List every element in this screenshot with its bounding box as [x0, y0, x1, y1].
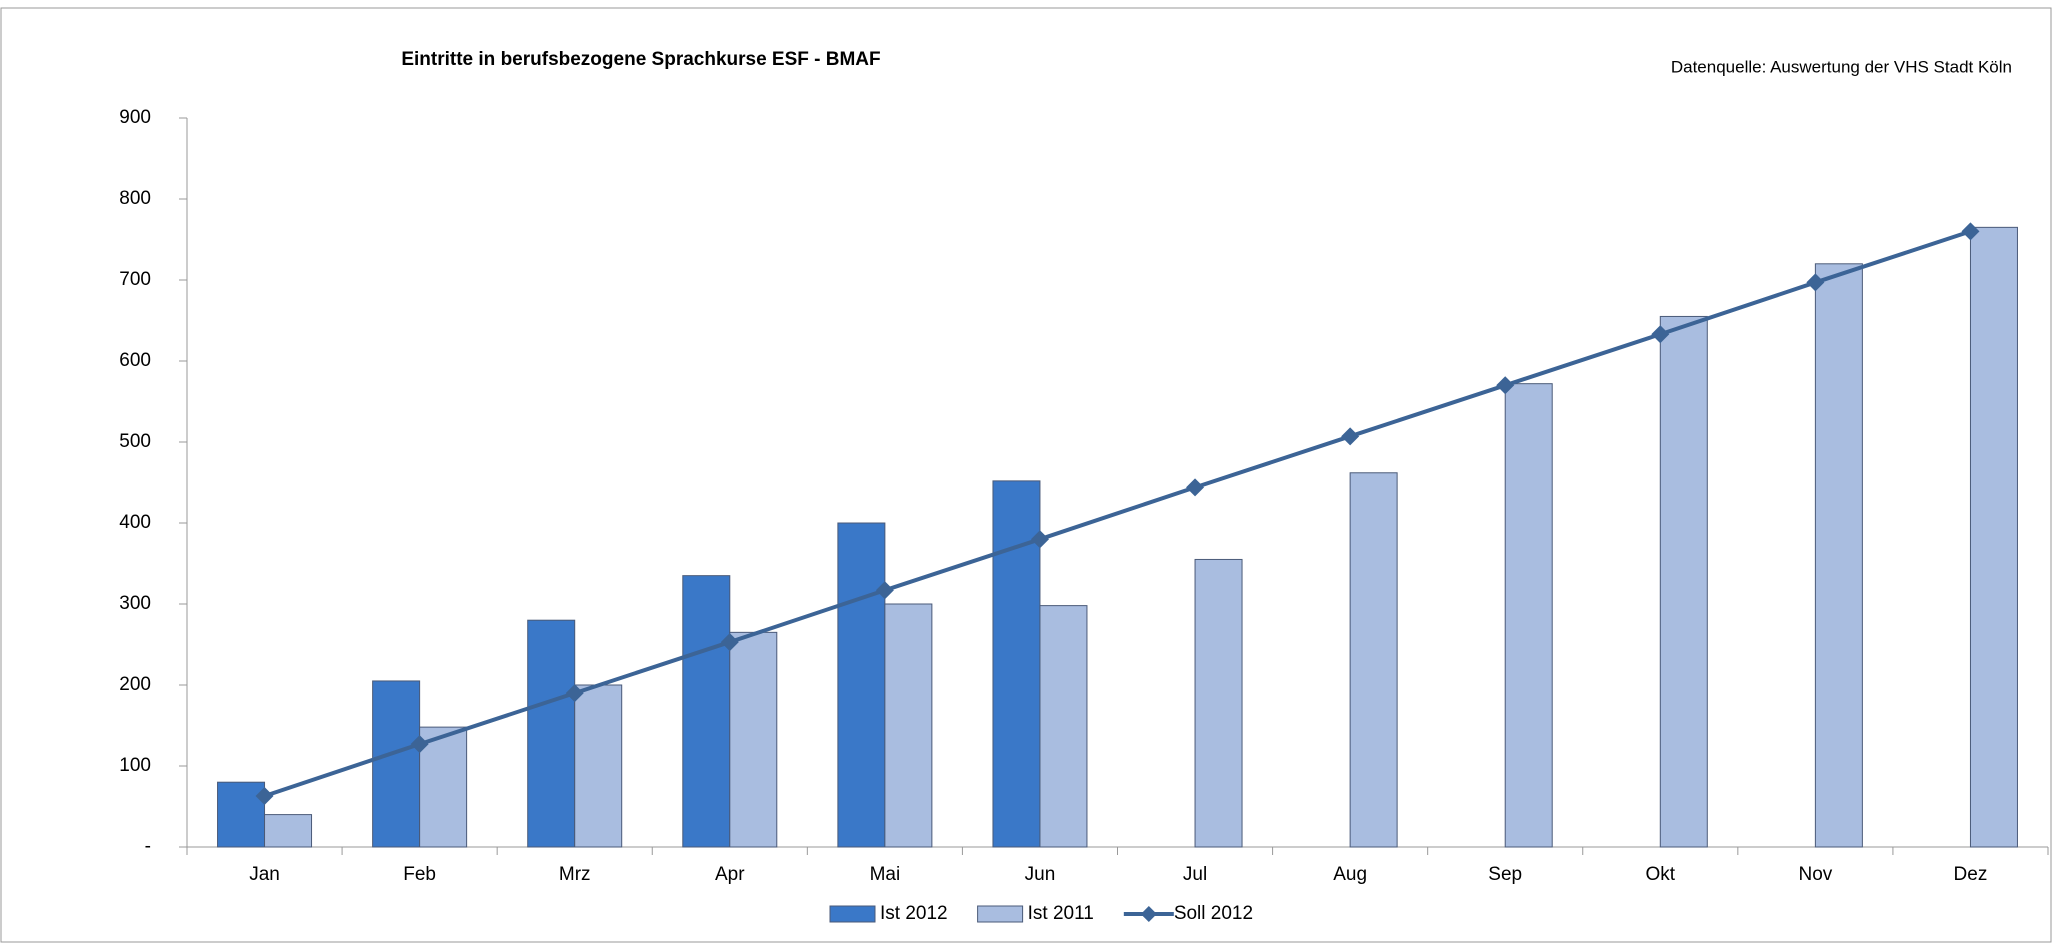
y-tick-label: 700	[119, 269, 151, 290]
x-tick-label: Okt	[1646, 864, 1676, 885]
x-tick-label: Mrz	[559, 864, 591, 885]
y-tick-label: 400	[119, 512, 151, 533]
y-tick-label: 900	[119, 107, 151, 128]
bar	[884, 603, 933, 848]
bar	[527, 619, 576, 848]
bar	[992, 480, 1041, 848]
point	[1651, 325, 1670, 344]
x-tick-label: Jan	[249, 864, 280, 885]
y-tick-label: 600	[119, 350, 151, 371]
bar	[682, 575, 731, 848]
legend-swatch	[829, 905, 876, 923]
bar	[837, 522, 886, 848]
chart-subtitle: Datenquelle: Auswertung der VHS Stadt Kö…	[1671, 57, 2012, 76]
y-tick-label: 500	[119, 431, 151, 452]
bar	[419, 726, 468, 848]
point	[1341, 427, 1360, 446]
point	[1186, 478, 1205, 497]
x-tick-label: Aug	[1333, 864, 1367, 885]
legend-label: Ist 2012	[880, 903, 948, 924]
bar	[1814, 263, 1863, 848]
chart-title: Eintritte in berufsbezogene Sprachkurse …	[401, 49, 880, 70]
point	[255, 786, 274, 805]
bar	[1349, 472, 1398, 848]
point	[1806, 273, 1825, 292]
bar	[264, 814, 313, 848]
legend-label: Ist 2011	[1028, 903, 1094, 924]
point	[720, 633, 739, 652]
x-tick-label: Sep	[1488, 864, 1522, 885]
legend-label: Soll 2012	[1174, 903, 1253, 924]
bar	[729, 631, 778, 848]
point	[1496, 376, 1515, 395]
y-tick-label: -	[145, 836, 151, 857]
y-tick-label: 800	[119, 188, 151, 209]
x-tick-label: Mai	[870, 864, 901, 885]
bar	[217, 781, 266, 848]
x-tick-label: Apr	[715, 864, 745, 885]
x-tick-label: Jul	[1183, 864, 1207, 885]
legend-swatch	[977, 905, 1024, 923]
y-tick-label: 200	[119, 674, 151, 695]
bar	[1194, 558, 1243, 848]
point	[565, 684, 584, 703]
y-tick-label: 300	[119, 593, 151, 614]
point	[1961, 222, 1980, 241]
bar	[574, 684, 623, 848]
legend-swatch	[1140, 906, 1157, 922]
bar	[1504, 383, 1553, 848]
bar	[1969, 226, 2018, 848]
x-tick-label: Jun	[1025, 864, 1056, 885]
x-tick-label: Dez	[1954, 864, 1988, 885]
chart-border	[0, 7, 2052, 943]
x-tick-label: Nov	[1798, 864, 1832, 885]
line	[263, 229, 1972, 798]
bar	[1659, 315, 1708, 848]
y-tick-label: 100	[119, 755, 151, 776]
bar	[1039, 605, 1088, 848]
x-tick-label: Feb	[403, 864, 436, 885]
point	[875, 581, 894, 600]
bar	[372, 680, 421, 848]
point	[1030, 530, 1049, 549]
point	[410, 735, 429, 754]
